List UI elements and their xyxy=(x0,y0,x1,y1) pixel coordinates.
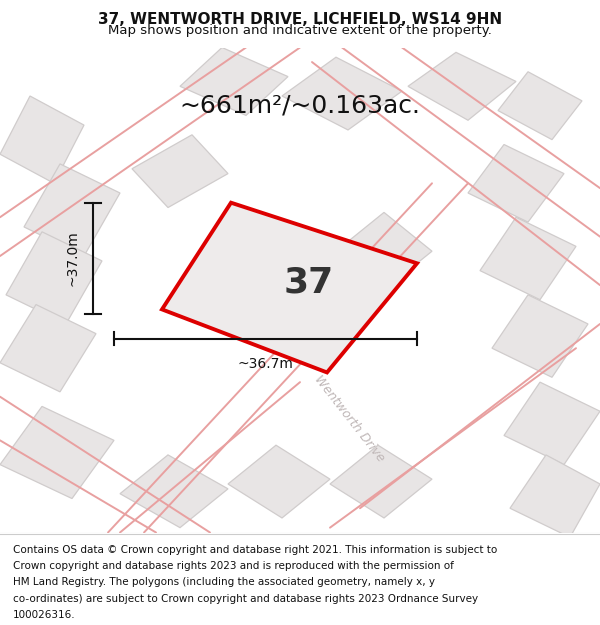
Text: HM Land Registry. The polygons (including the associated geometry, namely x, y: HM Land Registry. The polygons (includin… xyxy=(13,578,435,587)
Polygon shape xyxy=(498,72,582,139)
Polygon shape xyxy=(510,455,600,538)
Polygon shape xyxy=(0,96,84,183)
Text: ~661m²/~0.163ac.: ~661m²/~0.163ac. xyxy=(179,94,421,118)
Polygon shape xyxy=(336,213,432,290)
Polygon shape xyxy=(480,217,576,300)
Text: ~36.7m: ~36.7m xyxy=(238,357,293,371)
Polygon shape xyxy=(0,406,114,499)
Text: 100026316.: 100026316. xyxy=(13,610,76,620)
Polygon shape xyxy=(468,144,564,222)
Polygon shape xyxy=(0,304,96,392)
Text: Contains OS data © Crown copyright and database right 2021. This information is : Contains OS data © Crown copyright and d… xyxy=(13,545,497,555)
Polygon shape xyxy=(24,164,120,256)
Polygon shape xyxy=(504,382,600,464)
Polygon shape xyxy=(120,455,228,528)
Polygon shape xyxy=(180,48,288,116)
Polygon shape xyxy=(492,295,588,378)
Polygon shape xyxy=(132,135,228,208)
Polygon shape xyxy=(330,445,432,518)
Text: co-ordinates) are subject to Crown copyright and database rights 2023 Ordnance S: co-ordinates) are subject to Crown copyr… xyxy=(13,594,478,604)
Text: ~37.0m: ~37.0m xyxy=(66,231,80,286)
Text: Crown copyright and database rights 2023 and is reproduced with the permission o: Crown copyright and database rights 2023… xyxy=(13,561,454,571)
Text: Map shows position and indicative extent of the property.: Map shows position and indicative extent… xyxy=(108,24,492,37)
Text: 37, WENTWORTH DRIVE, LICHFIELD, WS14 9HN: 37, WENTWORTH DRIVE, LICHFIELD, WS14 9HN xyxy=(98,12,502,27)
Polygon shape xyxy=(162,202,417,372)
Text: 37: 37 xyxy=(283,265,334,299)
Polygon shape xyxy=(6,232,102,324)
Polygon shape xyxy=(282,58,402,130)
Polygon shape xyxy=(408,52,516,120)
Polygon shape xyxy=(228,445,330,518)
Text: Wentworth Drive: Wentworth Drive xyxy=(311,372,387,464)
